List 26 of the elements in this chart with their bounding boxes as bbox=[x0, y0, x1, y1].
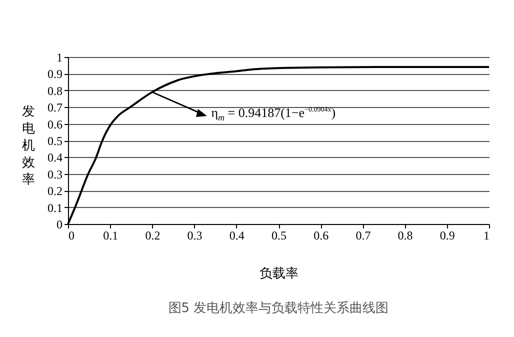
x-tick-label: 0.4 bbox=[229, 228, 244, 242]
x-tick-label: 0.2 bbox=[145, 228, 160, 242]
y-tick-label: 0.4 bbox=[48, 150, 62, 165]
y-tick-label: 0.1 bbox=[48, 200, 62, 215]
y-axis-title: 发电机效率 bbox=[22, 104, 35, 188]
y-tick-label: 0.2 bbox=[48, 184, 62, 198]
y-tick-label: 0.9 bbox=[48, 67, 62, 82]
x-tick-label: 0.7 bbox=[356, 228, 371, 242]
y-tick-label: 0.6 bbox=[48, 117, 62, 132]
x-axis-title: 负载率 bbox=[260, 266, 298, 282]
y-tick-label: 1 bbox=[56, 50, 62, 64]
y-tick-label: 0.5 bbox=[48, 134, 62, 148]
x-tick-label: 0.9 bbox=[440, 228, 455, 242]
annotation: η$_{m}$ = 0.94187(1−e$^{−0.0904x}$) bbox=[211, 105, 336, 123]
y-tick-label: 0.8 bbox=[48, 84, 62, 98]
x-tick-label: 0.5 bbox=[272, 228, 286, 242]
y-tick-label: 0 bbox=[56, 218, 62, 232]
x-tick-label: 0.6 bbox=[314, 228, 329, 242]
y-tick-label: 0.7 bbox=[48, 100, 62, 115]
x-tick-label: 0.8 bbox=[398, 228, 413, 242]
x-tick-label: 0.1 bbox=[103, 228, 118, 242]
x-tick-label: 0.3 bbox=[187, 228, 202, 242]
x-tick-label: 1 bbox=[484, 228, 490, 242]
y-tick-label: 0.3 bbox=[48, 167, 62, 182]
x-tick-label: 0 bbox=[68, 228, 74, 242]
text: 图5 发电机效率与负载特性关系曲线图 bbox=[168, 300, 389, 316]
